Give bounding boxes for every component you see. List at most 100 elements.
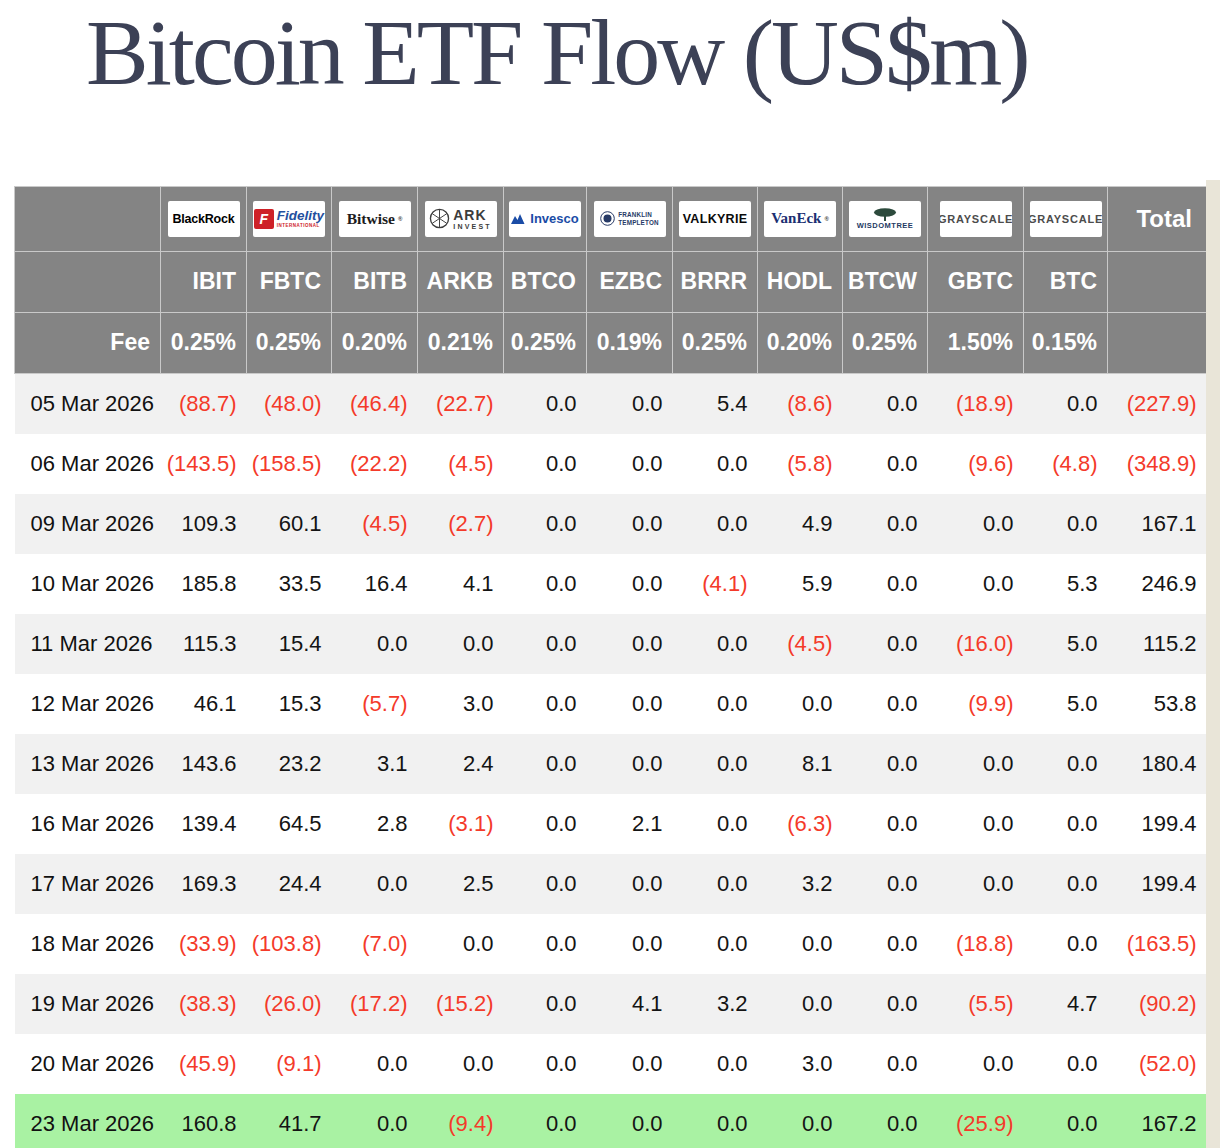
franklin-portrait-icon xyxy=(600,211,615,226)
cell-BTCO: 0.0 xyxy=(504,373,587,434)
cell-BTCO: 0.0 xyxy=(504,854,587,914)
cell-EZBC: 2.1 xyxy=(587,794,673,854)
fee-BTCW: 0.25% xyxy=(843,312,928,373)
blackrock-logo-cell: BlackRock xyxy=(161,186,247,251)
cell-BITB: (5.7) xyxy=(332,674,418,734)
cell-ARKB: 3.0 xyxy=(418,674,504,734)
cell-BTC: 0.0 xyxy=(1024,854,1108,914)
cell-BITB: 0.0 xyxy=(332,1094,418,1148)
vaneck-logo: VanEck® xyxy=(764,201,836,237)
fee-FBTC: 0.25% xyxy=(247,312,332,373)
cell-total: 180.4 xyxy=(1108,734,1207,794)
cell-BTCO: 0.0 xyxy=(504,1094,587,1148)
cell-ARKB: (4.5) xyxy=(418,434,504,494)
cell-FBTC: 41.7 xyxy=(247,1094,332,1148)
cell-BITB: (4.5) xyxy=(332,494,418,554)
total-ticker-blank xyxy=(1108,251,1207,312)
date-cell: 13 Mar 2026 xyxy=(15,734,161,794)
franklin-templeton-logo: FRANKLINTEMPLETON xyxy=(594,201,666,237)
cell-BTC: 0.0 xyxy=(1024,373,1108,434)
cell-HODL: 8.1 xyxy=(758,734,843,794)
fee-BTC: 0.15% xyxy=(1024,312,1108,373)
ticker-FBTC: FBTC xyxy=(247,251,332,312)
bitwise-logo: Bitwise® xyxy=(339,201,411,237)
cell-BRRR: 0.0 xyxy=(673,854,758,914)
cell-total: (348.9) xyxy=(1108,434,1207,494)
cell-IBIT: 115.3 xyxy=(161,614,247,674)
cell-BRRR: 0.0 xyxy=(673,1034,758,1094)
cell-total: 167.2 xyxy=(1108,1094,1207,1148)
fee-BITB: 0.20% xyxy=(332,312,418,373)
grayscale-btc-logo: GRAYSCALE xyxy=(1030,201,1102,237)
date-cell: 16 Mar 2026 xyxy=(15,794,161,854)
invesco-mountain-icon xyxy=(511,213,527,225)
cell-BTCO: 0.0 xyxy=(504,794,587,854)
ticker-ARKB: ARKB xyxy=(418,251,504,312)
cell-BRRR: 0.0 xyxy=(673,914,758,974)
fee-row: Fee0.25%0.25%0.20%0.21%0.25%0.19%0.25%0.… xyxy=(15,312,1207,373)
cell-BTC: 0.0 xyxy=(1024,794,1108,854)
ticker-corner xyxy=(15,251,161,312)
cell-ARKB: (3.1) xyxy=(418,794,504,854)
date-cell: 23 Mar 2026 xyxy=(15,1094,161,1148)
table-row: 13 Mar 2026143.623.23.12.40.00.00.08.10.… xyxy=(15,734,1207,794)
ark-invest-logo-cell: ARKINVEST xyxy=(418,186,504,251)
cell-FBTC: (158.5) xyxy=(247,434,332,494)
cell-BTCO: 0.0 xyxy=(504,674,587,734)
cell-BTCW: 0.0 xyxy=(843,373,928,434)
cell-total: (52.0) xyxy=(1108,1034,1207,1094)
cell-BTC: 0.0 xyxy=(1024,734,1108,794)
fee-ARKB: 0.21% xyxy=(418,312,504,373)
cell-FBTC: 33.5 xyxy=(247,554,332,614)
cell-ARKB: 0.0 xyxy=(418,1034,504,1094)
cell-EZBC: 0.0 xyxy=(587,373,673,434)
cell-total: 246.9 xyxy=(1108,554,1207,614)
cell-HODL: 4.9 xyxy=(758,494,843,554)
cell-EZBC: 4.1 xyxy=(587,974,673,1034)
cell-GBTC: 0.0 xyxy=(928,854,1024,914)
cell-BTCW: 0.0 xyxy=(843,794,928,854)
franklin-templeton-logo-cell: FRANKLINTEMPLETON xyxy=(587,186,673,251)
cell-IBIT: (88.7) xyxy=(161,373,247,434)
table-row: 05 Mar 2026(88.7)(48.0)(46.4)(22.7)0.00.… xyxy=(15,373,1207,434)
cell-IBIT: 160.8 xyxy=(161,1094,247,1148)
date-cell: 12 Mar 2026 xyxy=(15,674,161,734)
cell-EZBC: 0.0 xyxy=(587,1034,673,1094)
cell-FBTC: 23.2 xyxy=(247,734,332,794)
cell-GBTC: (18.8) xyxy=(928,914,1024,974)
fidelity-f-icon: F xyxy=(254,209,274,229)
cell-BTC: 5.3 xyxy=(1024,554,1108,614)
fee-GBTC: 1.50% xyxy=(928,312,1024,373)
cell-GBTC: 0.0 xyxy=(928,554,1024,614)
fee-label: Fee xyxy=(15,312,161,373)
grayscale-gbtc-logo-cell: GRAYSCALE xyxy=(928,186,1024,251)
cell-EZBC: 0.0 xyxy=(587,434,673,494)
table-row: 17 Mar 2026169.324.40.02.50.00.00.03.20.… xyxy=(15,854,1207,914)
cell-GBTC: (16.0) xyxy=(928,614,1024,674)
ticker-IBIT: IBIT xyxy=(161,251,247,312)
cell-EZBC: 0.0 xyxy=(587,494,673,554)
cell-BRRR: 0.0 xyxy=(673,794,758,854)
date-cell: 18 Mar 2026 xyxy=(15,914,161,974)
cell-ARKB: 0.0 xyxy=(418,614,504,674)
cell-IBIT: (45.9) xyxy=(161,1034,247,1094)
wisdomtree-logo: WISDOMTREE xyxy=(849,201,921,237)
cell-IBIT: 169.3 xyxy=(161,854,247,914)
cell-BITB: 0.0 xyxy=(332,854,418,914)
etf-flow-table: BlackRockFFidelityINTERNATIONALBitwise®A… xyxy=(14,186,1207,1148)
cell-BTC: 0.0 xyxy=(1024,914,1108,974)
cell-EZBC: 0.0 xyxy=(587,1094,673,1148)
cell-IBIT: (38.3) xyxy=(161,974,247,1034)
cell-BTC: 0.0 xyxy=(1024,1034,1108,1094)
cell-BRRR: 5.4 xyxy=(673,373,758,434)
ark-invest-logo: ARKINVEST xyxy=(425,201,497,237)
table-row: 09 Mar 2026109.360.1(4.5)(2.7)0.00.00.04… xyxy=(15,494,1207,554)
cell-BRRR: 0.0 xyxy=(673,614,758,674)
ticker-BTCO: BTCO xyxy=(504,251,587,312)
date-cell: 17 Mar 2026 xyxy=(15,854,161,914)
table-row: 19 Mar 2026(38.3)(26.0)(17.2)(15.2)0.04.… xyxy=(15,974,1207,1034)
ticker-EZBC: EZBC xyxy=(587,251,673,312)
table-header: BlackRockFFidelityINTERNATIONALBitwise®A… xyxy=(15,186,1207,373)
cell-FBTC: 15.4 xyxy=(247,614,332,674)
cell-BTCO: 0.0 xyxy=(504,734,587,794)
